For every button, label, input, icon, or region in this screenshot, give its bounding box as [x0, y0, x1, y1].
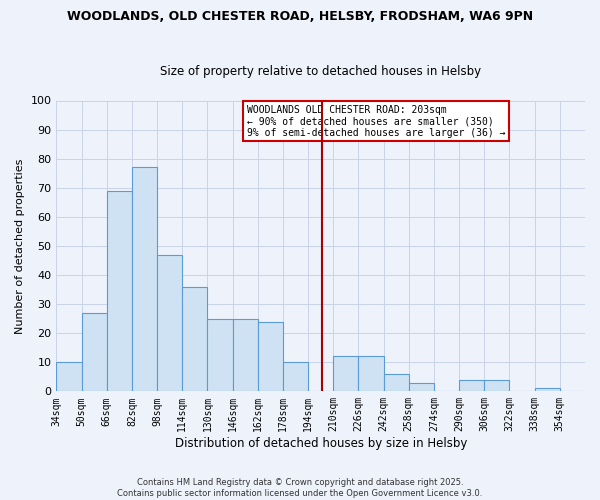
Text: Contains HM Land Registry data © Crown copyright and database right 2025.
Contai: Contains HM Land Registry data © Crown c…: [118, 478, 482, 498]
Text: WOODLANDS, OLD CHESTER ROAD, HELSBY, FRODSHAM, WA6 9PN: WOODLANDS, OLD CHESTER ROAD, HELSBY, FRO…: [67, 10, 533, 23]
Bar: [132, 168, 157, 392]
Bar: [233, 318, 258, 392]
Title: Size of property relative to detached houses in Helsby: Size of property relative to detached ho…: [160, 66, 481, 78]
Bar: [82, 313, 107, 392]
Bar: [409, 382, 434, 392]
Bar: [258, 322, 283, 392]
X-axis label: Distribution of detached houses by size in Helsby: Distribution of detached houses by size …: [175, 437, 467, 450]
Bar: [208, 318, 233, 392]
Y-axis label: Number of detached properties: Number of detached properties: [15, 158, 25, 334]
Bar: [535, 388, 560, 392]
Bar: [182, 286, 208, 392]
Bar: [333, 356, 358, 392]
Bar: [56, 362, 82, 392]
Bar: [358, 356, 383, 392]
Text: WOODLANDS OLD CHESTER ROAD: 203sqm
← 90% of detached houses are smaller (350)
9%: WOODLANDS OLD CHESTER ROAD: 203sqm ← 90%…: [247, 105, 505, 138]
Bar: [157, 254, 182, 392]
Bar: [484, 380, 509, 392]
Bar: [107, 190, 132, 392]
Bar: [383, 374, 409, 392]
Bar: [283, 362, 308, 392]
Bar: [459, 380, 484, 392]
